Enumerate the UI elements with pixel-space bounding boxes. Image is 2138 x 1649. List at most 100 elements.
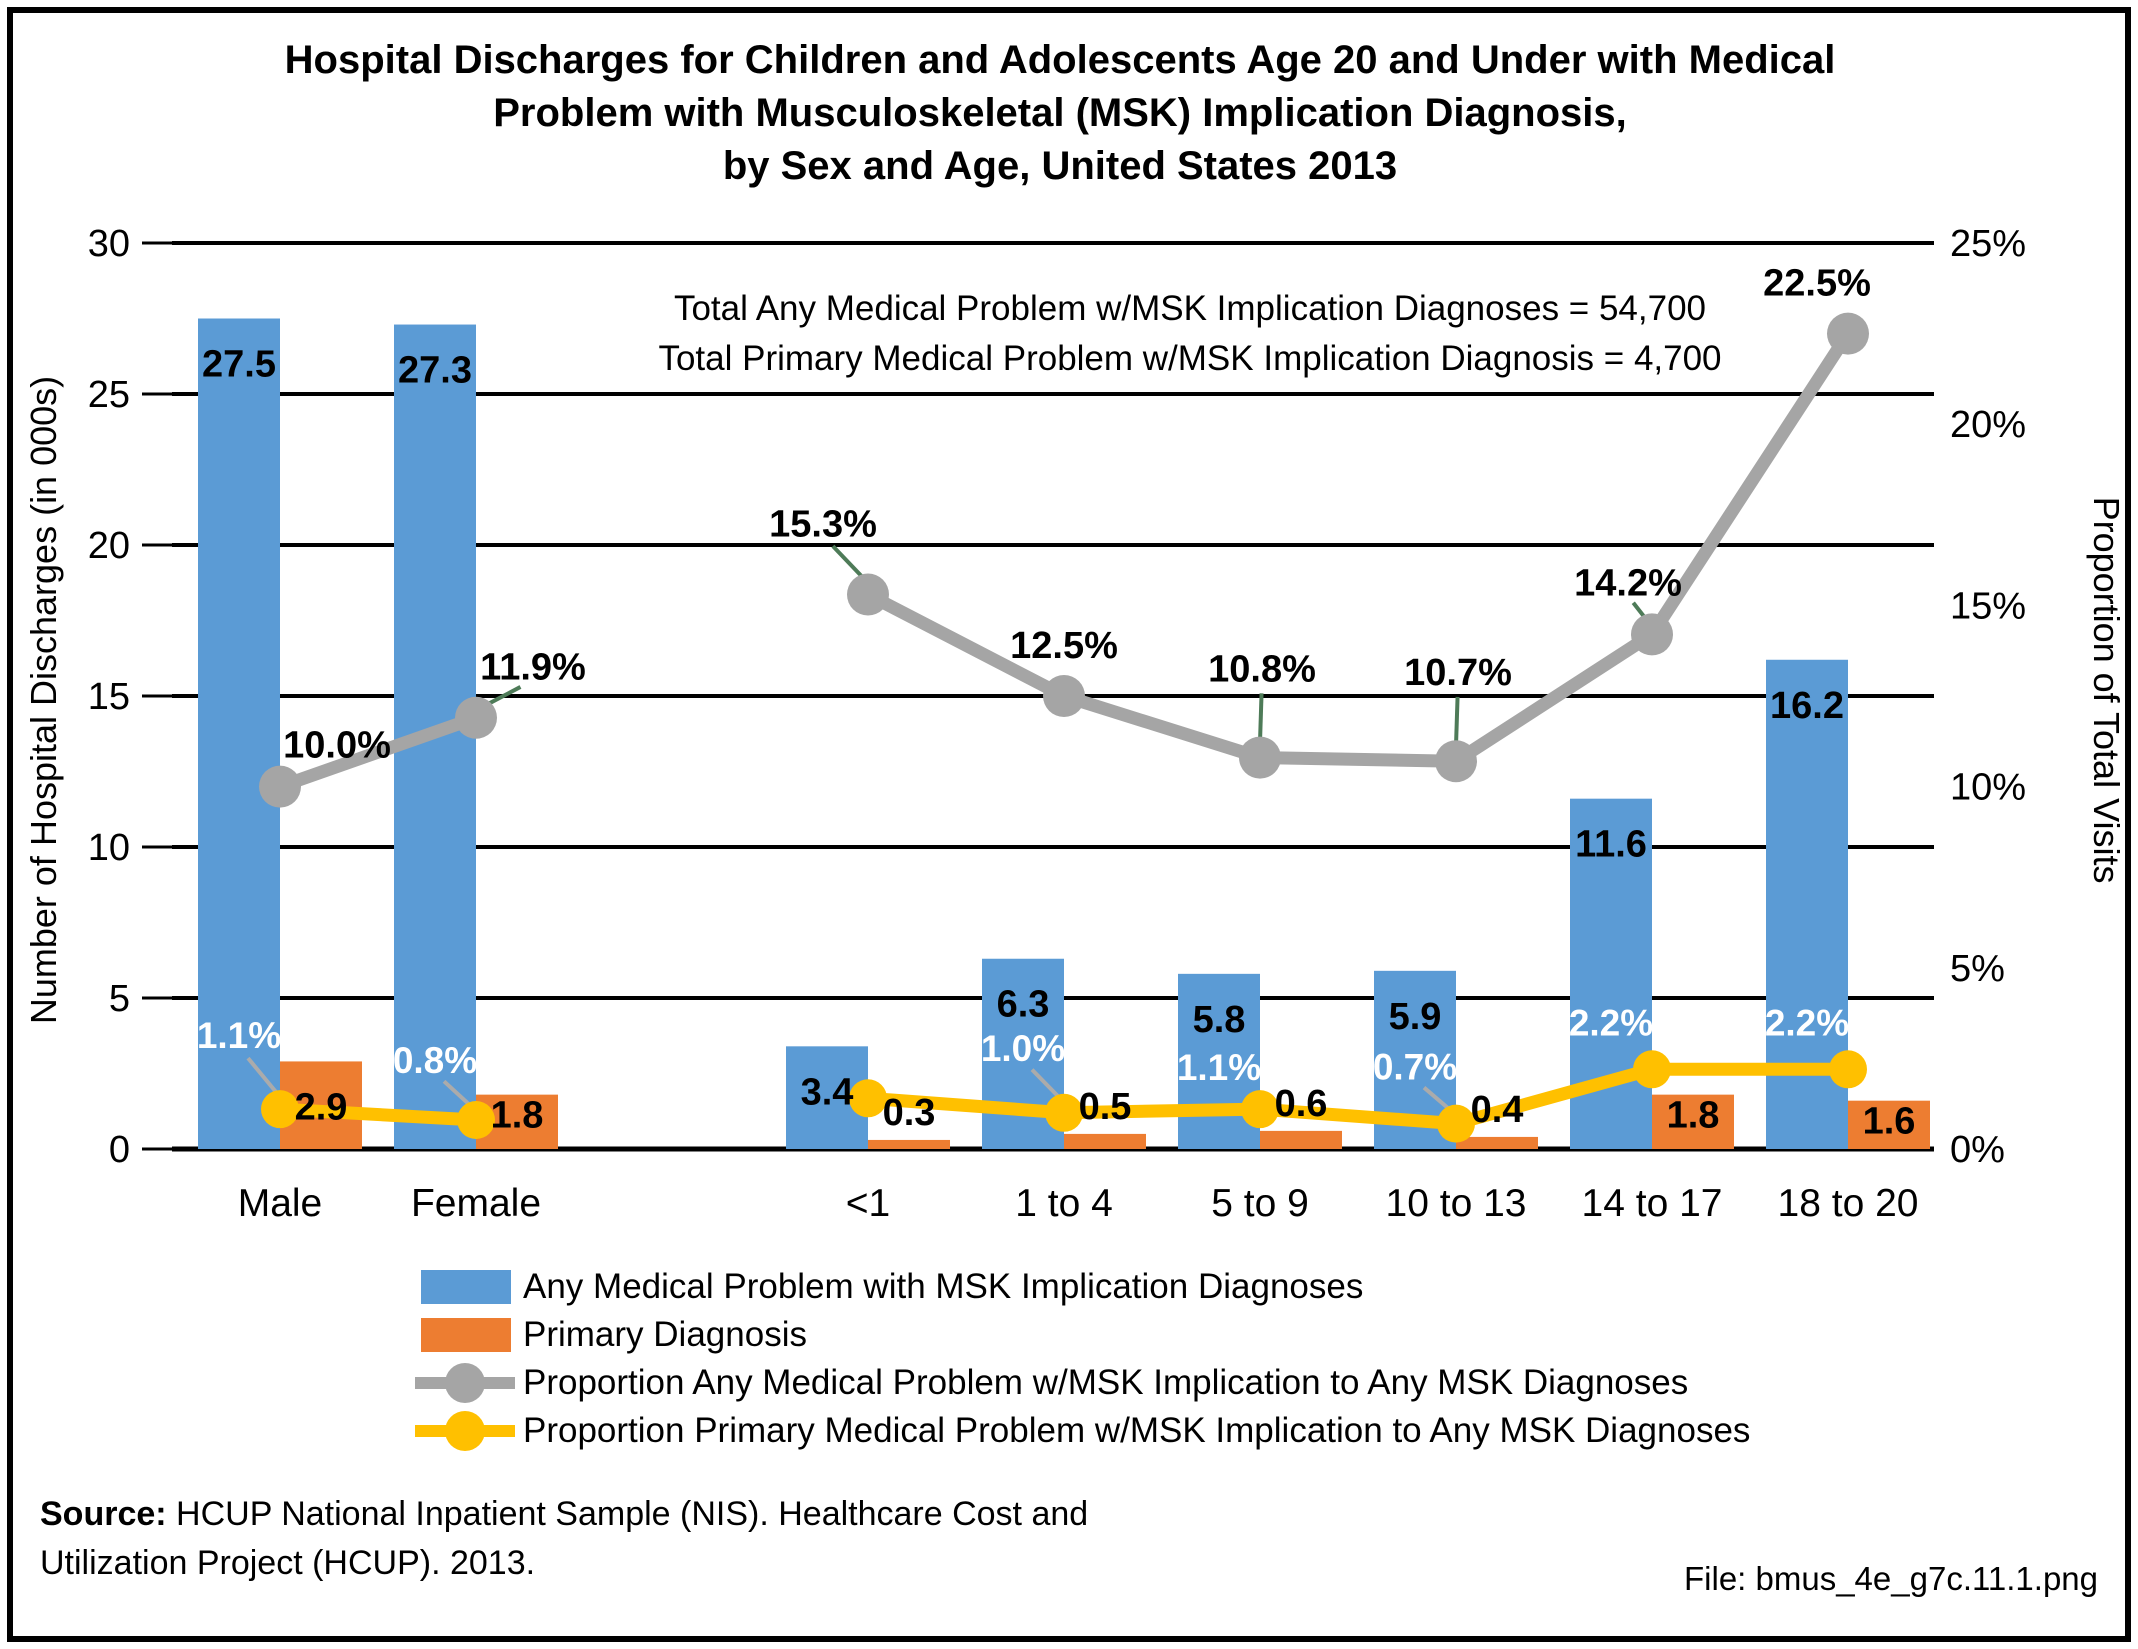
gray-line-value-label: 10.8% xyxy=(1208,649,1316,691)
bar-value-label-primary: 2.9 xyxy=(295,1086,348,1128)
yellow-line-marker xyxy=(1241,1090,1279,1129)
x-axis-category-label: 5 to 9 xyxy=(1211,1182,1309,1225)
bar-primary xyxy=(1652,1094,1734,1149)
left-axis-title: Number of Hospital Discharges (in 000s) xyxy=(23,376,64,1024)
gray-line-marker xyxy=(259,765,301,808)
source-line2: Utilization Project (HCUP). 2013. xyxy=(40,1544,536,1582)
y-axis-tick-label: 20 xyxy=(88,525,130,567)
line-proportion-any xyxy=(861,327,1855,768)
gray-line-value-label: 10.7% xyxy=(1404,652,1512,694)
y-axis-tick-label: 30 xyxy=(88,223,130,265)
x-axis-category-label: 1 to 4 xyxy=(1015,1182,1113,1225)
leader-line xyxy=(246,1056,279,1095)
y-axis-tick-label: 0 xyxy=(109,1129,130,1171)
chart-title-line2: Problem with Musculoskeletal (MSK) Impli… xyxy=(493,91,1627,135)
yellow-line-value-label: 1.1% xyxy=(1177,1047,1261,1088)
totals-annotation-line2: Total Primary Medical Problem w/MSK Impl… xyxy=(658,339,1722,378)
yellow-line-marker xyxy=(849,1079,887,1118)
gray-line-value-label: 14.2% xyxy=(1574,562,1682,604)
bar-primary xyxy=(1456,1136,1538,1149)
source-label: Source: xyxy=(40,1495,167,1533)
bar-primary xyxy=(868,1139,950,1149)
legend-item-primary: Primary Diagnosis xyxy=(413,1311,1750,1359)
yellow-line-value-label: 1.0% xyxy=(981,1028,1065,1069)
gray-line-value-label: 11.9% xyxy=(480,647,586,689)
yellow-line-value-label: 2.2% xyxy=(1765,1002,1849,1043)
gray-line-value-label: 12.5% xyxy=(1010,625,1118,667)
yellow-line-marker xyxy=(1829,1050,1867,1089)
bar-value-label-any: 5.9 xyxy=(1389,996,1442,1038)
leader-line xyxy=(1258,693,1264,738)
bar-value-label-primary: 1.8 xyxy=(1667,1095,1720,1137)
bar-value-label-any: 5.8 xyxy=(1193,999,1246,1041)
gray-line-marker xyxy=(1043,675,1085,717)
chart-title: Hospital Discharges for Children and Ado… xyxy=(20,34,2100,193)
legend-item-any-msk: Any Medical Problem with MSK Implication… xyxy=(413,1263,1750,1311)
gray-line-marker xyxy=(1827,312,1869,355)
gray-line-marker xyxy=(847,573,889,616)
line-proportion-primary xyxy=(861,1062,1855,1131)
bar-primary xyxy=(1064,1133,1146,1149)
bar-primary xyxy=(1260,1130,1342,1149)
yellow-line-marker xyxy=(1437,1104,1475,1143)
leader-line xyxy=(831,544,866,581)
bar-value-label-any: 27.3 xyxy=(398,350,472,392)
bar-any-msk xyxy=(198,318,280,1149)
x-axis-category-label: 10 to 13 xyxy=(1386,1182,1527,1225)
bar-value-label-primary: 1.8 xyxy=(491,1095,544,1137)
legend-label: Proportion Any Medical Problem w/MSK Imp… xyxy=(523,1363,1689,1402)
legend-label: Primary Diagnosis xyxy=(523,1315,807,1354)
gray-line-marker xyxy=(1239,736,1281,779)
line-proportion-primary xyxy=(273,1102,483,1127)
gray-line-value-label: 22.5% xyxy=(1763,263,1871,305)
yellow-line-marker xyxy=(1633,1050,1671,1089)
totals-annotation: Total Any Medical Problem w/MSK Implicat… xyxy=(600,284,1780,384)
line-proportion-any xyxy=(273,711,483,794)
chart-title-line1: Hospital Discharges for Children and Ado… xyxy=(284,38,1836,82)
orange-bar-swatch-icon xyxy=(421,1318,511,1352)
gray-line-marker xyxy=(1631,613,1673,656)
x-axis-category-label: <1 xyxy=(846,1182,890,1225)
x-axis-category-label: 14 to 17 xyxy=(1582,1182,1723,1225)
file-label: File: bmus_4e_g7c.11.1.png xyxy=(1684,1560,2098,1597)
y2-axis-tick-label: 25% xyxy=(1950,223,2026,265)
gray-line-marker xyxy=(455,696,497,739)
x-axis-category-label: 18 to 20 xyxy=(1778,1182,1919,1225)
chart-title-line3: by Sex and Age, United States 2013 xyxy=(722,144,1398,188)
gray-line-swatch-icon xyxy=(415,1363,515,1403)
gray-line-value-label: 15.3% xyxy=(769,504,877,546)
leader-line xyxy=(1030,1068,1063,1101)
y-axis-tick-label: 25 xyxy=(88,374,130,416)
yellow-line-swatch-icon xyxy=(415,1411,515,1451)
y2-axis-tick-label: 0% xyxy=(1950,1129,2005,1171)
legend-item-proportion-primary: Proportion Primary Medical Problem w/MSK… xyxy=(413,1407,1750,1455)
leader-line xyxy=(1454,696,1460,741)
bar-primary xyxy=(1848,1100,1930,1149)
y2-axis-tick-label: 10% xyxy=(1950,767,2026,809)
source-note: Source: HCUP National Inpatient Sample (… xyxy=(40,1490,1088,1588)
gray-line-value-label: 10.0% xyxy=(283,725,391,767)
yellow-line-value-label: 0.7% xyxy=(1373,1047,1457,1088)
blue-bar-swatch-icon xyxy=(421,1270,511,1304)
yellow-line-value-label: 0.8% xyxy=(393,1040,477,1081)
legend-label: Proportion Primary Medical Problem w/MSK… xyxy=(523,1411,1751,1450)
bar-value-label-any: 3.4 xyxy=(801,1071,854,1113)
bar-value-label-any: 16.2 xyxy=(1770,685,1844,727)
y-axis-tick-label: 10 xyxy=(88,827,130,869)
right-axis-title: Proportion of Total Visits xyxy=(2086,497,2127,884)
gray-line-marker xyxy=(1435,740,1477,783)
bar-value-label-primary: 1.6 xyxy=(1863,1101,1916,1143)
yellow-line-marker xyxy=(1045,1093,1083,1132)
bar-value-label-primary: 0.4 xyxy=(1471,1089,1524,1131)
bar-value-label-any: 6.3 xyxy=(997,984,1050,1026)
totals-annotation-line1: Total Any Medical Problem w/MSK Implicat… xyxy=(673,289,1707,328)
y-axis-tick-label: 5 xyxy=(109,978,130,1020)
bar-value-label-primary: 0.5 xyxy=(1079,1086,1132,1128)
y2-axis-tick-label: 20% xyxy=(1950,404,2026,446)
bar-value-label-any: 11.6 xyxy=(1575,824,1647,866)
x-axis-category-label: Female xyxy=(411,1182,541,1225)
yellow-line-marker xyxy=(261,1090,299,1129)
yellow-line-value-label: 1.1% xyxy=(197,1015,281,1056)
legend-item-proportion-any: Proportion Any Medical Problem w/MSK Imp… xyxy=(413,1359,1750,1407)
